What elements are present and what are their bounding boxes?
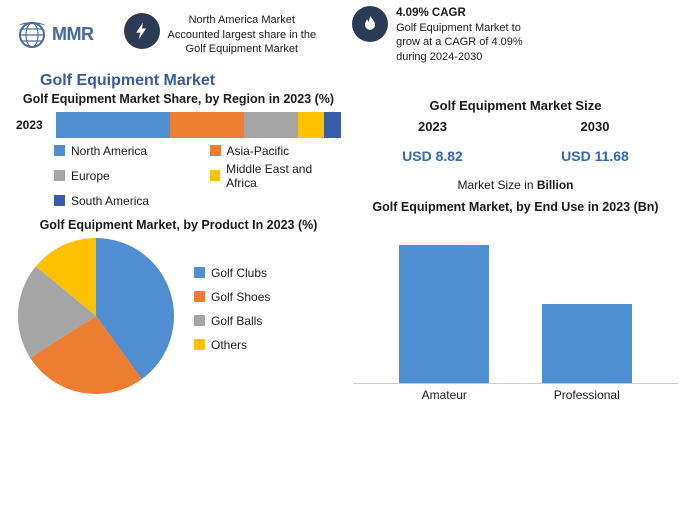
legend-swatch	[54, 170, 65, 181]
page-title: Golf Equipment Market	[0, 68, 694, 92]
stat2-title: 4.09% CAGR	[396, 6, 523, 21]
stat-north-america: North America Market Accounted largest s…	[124, 13, 317, 56]
bar-column	[527, 304, 647, 383]
size-note-prefix: Market Size in	[457, 178, 536, 192]
share-row-label: 2023	[16, 118, 50, 132]
stacked-bar-segment	[244, 112, 298, 138]
legend-item: Asia-Pacific	[210, 144, 342, 158]
stat2-line2: grow at a CAGR of 4.09%	[396, 35, 523, 49]
pie-legend: Golf Clubs Golf Shoes Golf Balls Others	[194, 236, 270, 352]
stat1-line2: Accounted largest share in the	[168, 28, 317, 42]
enduse-bars	[353, 224, 678, 384]
globe-icon	[16, 17, 52, 53]
bar-category-label: Amateur	[384, 388, 504, 402]
size-year-1: 2030	[561, 119, 629, 134]
bar-column	[384, 245, 504, 383]
bar	[399, 245, 489, 383]
bar	[542, 304, 632, 383]
legend-item: Others	[194, 338, 270, 352]
market-size-panel: Golf Equipment Market Size 2023 USD 8.82…	[353, 92, 678, 192]
legend-swatch	[194, 291, 205, 302]
legend-item: Europe	[54, 162, 186, 190]
stacked-bar-segment	[170, 112, 244, 138]
stat1-line1: North America Market	[168, 13, 317, 27]
legend-item: Golf Shoes	[194, 290, 270, 304]
legend-label: Europe	[71, 169, 110, 183]
bar-category-label: Professional	[527, 388, 647, 402]
legend-label: South America	[71, 194, 149, 208]
logo-text: MMR	[52, 24, 94, 45]
legend-swatch	[210, 145, 221, 156]
pie-chart-title: Golf Equipment Market, by Product In 202…	[16, 218, 341, 232]
stat-cagr: 4.09% CAGR Golf Equipment Market to grow…	[352, 6, 523, 64]
stacked-bar	[56, 112, 341, 138]
size-year-0: 2023	[402, 119, 463, 134]
size-value-0: USD 8.82	[402, 148, 463, 164]
content-grid: Golf Equipment Market Share, by Region i…	[0, 92, 694, 414]
header: MMR North America Market Accounted large…	[0, 0, 694, 68]
logo: MMR	[16, 17, 94, 53]
legend-item: South America	[54, 194, 186, 208]
size-value-1: USD 11.68	[561, 148, 629, 164]
stat1-line3: Golf Equipment Market	[168, 42, 317, 56]
legend-swatch	[194, 267, 205, 278]
size-note-bold: Billion	[537, 178, 574, 192]
size-note: Market Size in Billion	[353, 178, 678, 192]
stacked-bar-segment	[324, 112, 341, 138]
legend-item: Middle East and Africa	[210, 162, 342, 190]
legend-label: Golf Shoes	[211, 290, 270, 304]
enduse-title: Golf Equipment Market, by End Use in 202…	[353, 200, 678, 214]
legend-item: Golf Balls	[194, 314, 270, 328]
share-legend: North America Asia-Pacific Europe Middle Ea…	[16, 144, 341, 208]
legend-item: North America	[54, 144, 186, 158]
stacked-bar-segment	[298, 112, 324, 138]
bolt-icon	[124, 13, 160, 49]
enduse-chart: Golf Equipment Market, by End Use in 202…	[353, 200, 678, 402]
legend-swatch	[194, 315, 205, 326]
legend-label: Asia-Pacific	[227, 144, 290, 158]
share-chart-title: Golf Equipment Market Share, by Region i…	[16, 92, 341, 106]
legend-label: Golf Balls	[211, 314, 262, 328]
legend-label: North America	[71, 144, 147, 158]
pie-chart	[16, 236, 176, 396]
legend-swatch	[54, 195, 65, 206]
stat2-line3: during 2024-2030	[396, 50, 523, 64]
size-title: Golf Equipment Market Size	[353, 98, 678, 113]
legend-label: Others	[211, 338, 247, 352]
legend-item: Golf Clubs	[194, 266, 270, 280]
legend-swatch	[194, 339, 205, 350]
legend-label: Golf Clubs	[211, 266, 267, 280]
share-chart: 2023 North America Asia-Pacific Europe Midd…	[16, 112, 341, 208]
legend-label: Middle East and Africa	[226, 162, 341, 190]
stat2-line1: Golf Equipment Market to	[396, 21, 523, 35]
enduse-categories: Amateur Professional	[353, 388, 678, 402]
legend-swatch	[210, 170, 221, 181]
flame-icon	[352, 6, 388, 42]
stacked-bar-segment	[56, 112, 170, 138]
legend-swatch	[54, 145, 65, 156]
